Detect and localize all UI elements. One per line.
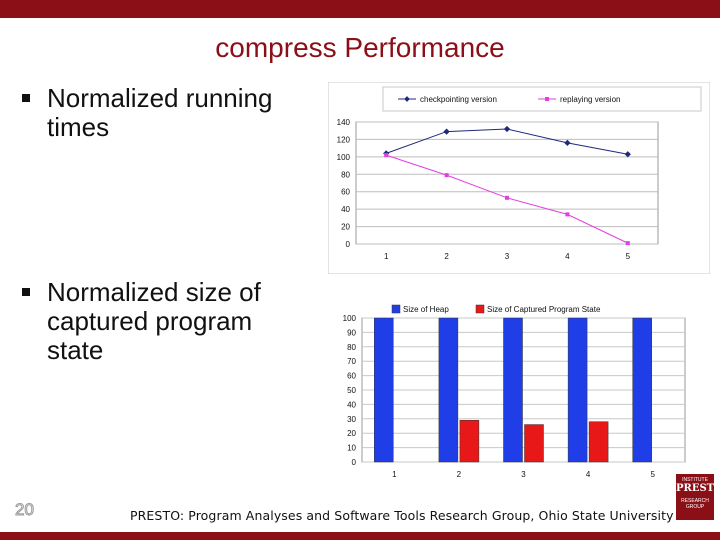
y-tick-label: 40 [347, 400, 356, 409]
x-tick-label: 5 [650, 470, 655, 479]
x-tick-label: 3 [521, 470, 526, 479]
running-times-line-chart: 0 20 40 60 80 100 120 140 1 2 3 4 5 checkpointing ver… [328, 82, 710, 274]
y-tick-label: 20 [341, 223, 350, 232]
plot-area [355, 121, 659, 245]
presto-logo: INSTITUTE PRESTO RESEARCH GROUP [676, 474, 720, 520]
x-tick-label: 4 [586, 470, 591, 479]
bar [374, 317, 394, 463]
data-point [384, 153, 389, 158]
logo-bottom-text: RESEARCH GROUP [681, 498, 709, 510]
legend-label: replaying version [560, 95, 620, 104]
bar [438, 317, 459, 463]
y-tick-label: 80 [341, 170, 350, 179]
y-tick-label: 140 [337, 118, 351, 127]
x-tick-label: 3 [505, 252, 510, 261]
y-tick-label: 70 [347, 357, 356, 366]
y-tick-label: 100 [343, 314, 357, 323]
legend-box [388, 302, 652, 316]
bar [524, 424, 544, 463]
y-tick-label: 50 [347, 386, 356, 395]
y-tick-label: 30 [347, 415, 356, 424]
bullet-square-icon [22, 94, 30, 102]
data-point [565, 212, 570, 217]
footer-text: PRESTO: Program Analyses and Software To… [130, 508, 674, 523]
data-point [625, 241, 630, 246]
legend-swatch [475, 304, 485, 314]
x-tick-label: 2 [457, 470, 462, 479]
y-tick-label: 60 [341, 188, 350, 197]
bullet-square-icon [22, 288, 30, 296]
x-tick-label: 5 [626, 252, 631, 261]
x-tick-label: 4 [565, 252, 570, 261]
top-banner [0, 0, 720, 18]
x-tick-label: 1 [392, 470, 397, 479]
logo-name: PRESTO [676, 483, 720, 494]
x-tick-label: 2 [444, 252, 449, 261]
y-tick-label: 60 [347, 372, 356, 381]
slide-title: compress Performance [215, 32, 505, 63]
x-tick-label: 1 [384, 252, 389, 261]
y-tick-label: 10 [347, 444, 356, 453]
legend-label: Size of Captured Program State [487, 305, 601, 314]
data-point [505, 195, 509, 200]
y-tick-label: 20 [347, 429, 356, 438]
data-point [564, 139, 571, 147]
bullet-captured-state: Normalized size of captured program stat… [22, 278, 312, 365]
bullet-text: Normalized size of captured program stat… [47, 277, 261, 365]
legend-label: Size of Heap [403, 305, 449, 314]
bottom-banner [0, 532, 720, 540]
y-tick-label: 40 [341, 205, 350, 214]
y-tick-label: 0 [346, 240, 351, 249]
y-tick-label: 0 [352, 458, 357, 467]
bar [632, 317, 652, 463]
bullet-text: Normalized running times [47, 83, 273, 142]
bar [503, 317, 523, 463]
legend-label: checkpointing version [420, 95, 497, 104]
bar [567, 317, 588, 463]
y-tick-label: 100 [337, 153, 351, 162]
legend-swatch [391, 304, 401, 314]
bullet-running-times: Normalized running times [22, 84, 312, 142]
y-tick-label: 80 [347, 343, 356, 352]
logo-top-text: INSTITUTE [682, 477, 708, 483]
data-point [444, 173, 449, 178]
captured-state-bar-chart: 0 10 20 30 40 50 60 70 80 90 100 1 2 3 4 5 Size of Heap S… [343, 302, 686, 479]
bar [588, 421, 609, 463]
y-tick-label: 90 [347, 328, 356, 337]
legend-marker [545, 97, 549, 101]
page-number: 20 [15, 500, 35, 520]
y-tick-label: 120 [337, 135, 351, 144]
bar [459, 419, 480, 463]
